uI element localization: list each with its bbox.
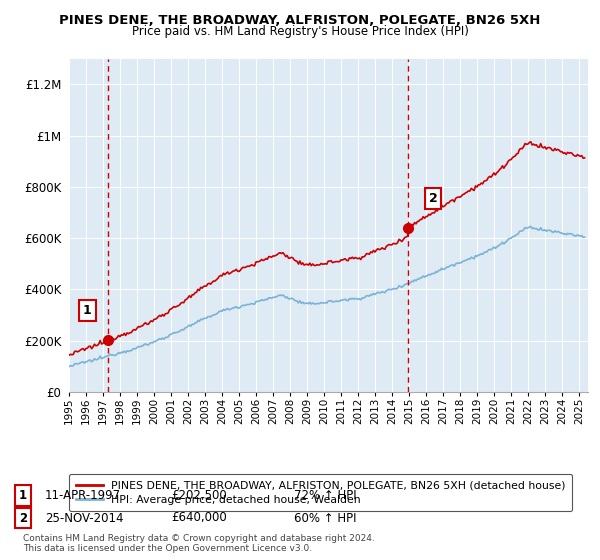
Text: 2: 2 <box>429 192 437 205</box>
Text: £202,500: £202,500 <box>171 489 227 502</box>
Text: 2: 2 <box>19 511 27 525</box>
Text: PINES DENE, THE BROADWAY, ALFRISTON, POLEGATE, BN26 5XH: PINES DENE, THE BROADWAY, ALFRISTON, POL… <box>59 14 541 27</box>
Text: £640,000: £640,000 <box>171 511 227 525</box>
Text: 11-APR-1997: 11-APR-1997 <box>45 489 121 502</box>
Legend: PINES DENE, THE BROADWAY, ALFRISTON, POLEGATE, BN26 5XH (detached house), HPI: A: PINES DENE, THE BROADWAY, ALFRISTON, POL… <box>69 474 572 511</box>
Text: 60% ↑ HPI: 60% ↑ HPI <box>294 511 356 525</box>
Text: Contains HM Land Registry data © Crown copyright and database right 2024.: Contains HM Land Registry data © Crown c… <box>23 534 374 543</box>
Text: This data is licensed under the Open Government Licence v3.0.: This data is licensed under the Open Gov… <box>23 544 312 553</box>
Text: Price paid vs. HM Land Registry's House Price Index (HPI): Price paid vs. HM Land Registry's House … <box>131 25 469 38</box>
Text: 25-NOV-2014: 25-NOV-2014 <box>45 511 124 525</box>
Text: 1: 1 <box>19 489 27 502</box>
Text: 1: 1 <box>83 304 92 317</box>
Text: 72% ↑ HPI: 72% ↑ HPI <box>294 489 356 502</box>
